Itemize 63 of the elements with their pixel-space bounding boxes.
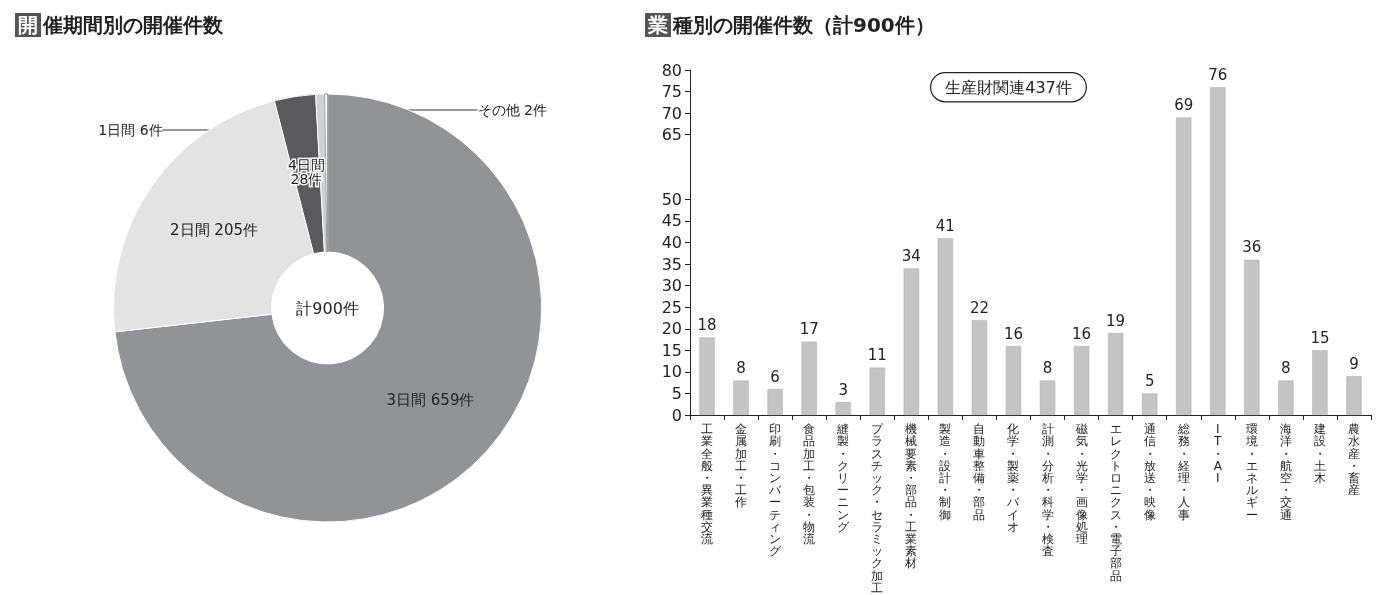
x-tick-label: 建設・土木 [1312,422,1326,485]
y-tick-label: 80 [661,60,682,80]
data-label: 8 [1281,359,1291,377]
category-label: 計測・分析・科学・検査 [1041,422,1054,559]
data-label: 69 [1174,95,1194,114]
data-label: 11 [867,346,887,365]
x-tick-label: 海洋・航空・交通 [1279,422,1292,522]
category-label: 機械要素・部品・工業素材 [905,422,918,571]
y-tick-label: 0 [671,405,682,425]
text: 計900件 [296,298,359,318]
y-tick-label: 5 [671,383,682,403]
slice-label: 2日間 205件 [170,220,258,239]
y-tick-label: 30 [661,276,682,296]
x-tick-label: 自動車整備・部品 [973,422,986,522]
y-tick-label: 65 [661,125,682,145]
y-tick-label: 20 [661,319,682,339]
y-tick-label: 25 [661,297,682,317]
y-tick-label: 10 [661,362,682,382]
data-label: 15 [1310,328,1330,347]
category-label: 縫製・クリーニング [837,422,850,534]
slice-label: その他 2件 [477,102,547,118]
x-tick-label: 総務・経理・人事 [1176,422,1190,522]
data-label: 34 [901,246,921,265]
data-label: 16 [1003,324,1024,343]
data-label: 19 [1106,311,1126,330]
x-tick-label: 農水産・畜産 [1347,422,1360,498]
y-tick-label: 75 [661,82,682,102]
x-tick-label: 環境・エネルギー [1244,422,1258,522]
x-tick-label: 通信・放送・映像 [1143,422,1156,522]
slice-label: 3日間 659件 [386,390,475,409]
chart-title: 開催期間別の開催件数 [18,13,224,37]
x-tick-label: 製造・設計・制御 [939,422,952,522]
y-tick-label: 15 [661,340,682,360]
data-label: 18 [697,315,717,334]
data-label: 5 [1144,371,1155,390]
data-label: 22 [969,298,989,317]
category-label: 磁気・光学・画像処理 [1075,422,1088,546]
x-tick-label: IT・AI [1211,422,1224,485]
chart-title: 業種別の開催件数（計900件） [647,13,935,37]
y-tick-label: 45 [661,211,682,231]
category-label: 工業全般・異業種交流 [701,422,714,546]
data-label: 41 [935,216,955,235]
data-label: 36 [1242,238,1262,257]
data-label: 8 [736,359,746,377]
category-label: エレクトロニクス・電子部品 [1109,422,1122,583]
y-tick-label: 35 [661,254,682,274]
x-tick-label: 金属加工・工作 [734,422,748,510]
y-tick-label: 40 [661,233,682,252]
slice-label: 1日間 6件 [98,122,163,138]
data-label: 8 [1042,359,1053,377]
annotation: 生産財関連437件 [945,77,1072,97]
category-label: 食品加工・包装・物流 [803,422,816,546]
data-label: 6 [770,367,780,386]
y-tick-label: 50 [661,189,682,209]
data-label: 16 [1072,324,1092,343]
category-label: プラスチック・セラミック加工 [871,422,884,595]
category-label: 化学・製薬・バイオ [1007,422,1020,534]
y-tick-label: 70 [661,103,682,123]
data-label: 17 [799,320,819,339]
data-label: 9 [1349,354,1359,373]
data-label: 76 [1208,65,1228,84]
data-label: 3 [838,380,848,399]
category-label: 印刷・コンバーティング [769,422,782,559]
